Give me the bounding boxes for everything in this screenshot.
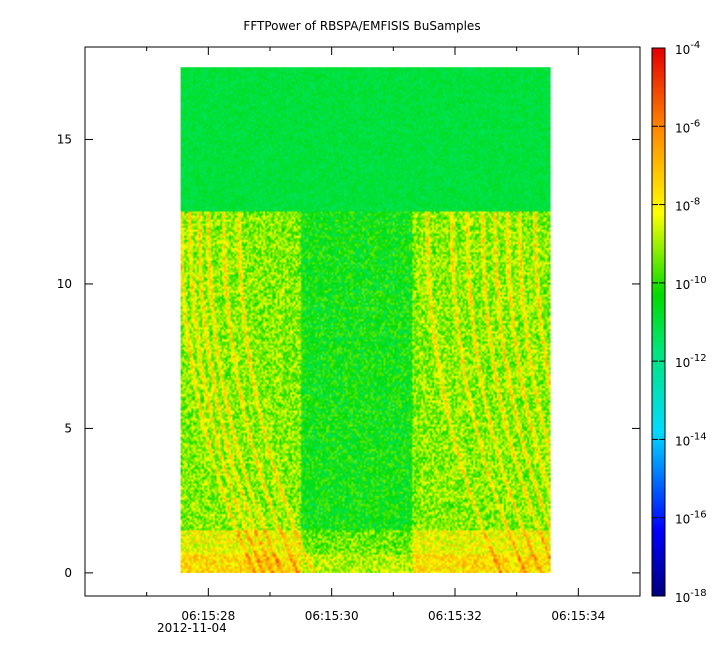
- y-tick-label: 0: [64, 566, 72, 580]
- colorbar-tick-label: 10-16: [675, 510, 707, 527]
- spectrogram-image: [180, 67, 551, 573]
- chart-title: FFTPower of RBSPA/EMFISIS BuSamples: [243, 19, 480, 33]
- x-tick-label: 06:15:34: [551, 609, 605, 623]
- x-tick-label: 06:15:28: [181, 609, 235, 623]
- x-tick-label: 06:15:30: [305, 609, 359, 623]
- colorbar-tick-label: 10-6: [675, 118, 700, 135]
- y-axis: 0 5 10 15: [57, 132, 640, 580]
- x-axis: 06:15:28 06:15:30 06:15:32 06:15:34: [84, 47, 641, 623]
- colorbar-tick-label: 10-4: [675, 40, 700, 57]
- colorbar-tick-label: 10-14: [675, 431, 707, 448]
- colorbar-tick-label: 10-8: [675, 197, 700, 214]
- colorbar-ticks: 10-4 10-6 10-8 10-10 10-12 10-14 10-16 10-18: [652, 40, 707, 605]
- y-tick-label: 10: [57, 277, 72, 291]
- colorbar-tick-label: 10-10: [675, 275, 707, 292]
- colorbar-tick-label: 10-18: [675, 588, 707, 605]
- x-tick-label: 06:15:32: [428, 609, 482, 623]
- y-tick-label: 5: [64, 421, 72, 435]
- y-tick-label: 15: [57, 132, 72, 146]
- x-date-label: 2012-11-04: [157, 621, 227, 635]
- colorbar: 10-4 10-6 10-8 10-10 10-12 10-14 10-16 10-18: [651, 40, 707, 605]
- colorbar-tick-label: 10-12: [675, 353, 707, 370]
